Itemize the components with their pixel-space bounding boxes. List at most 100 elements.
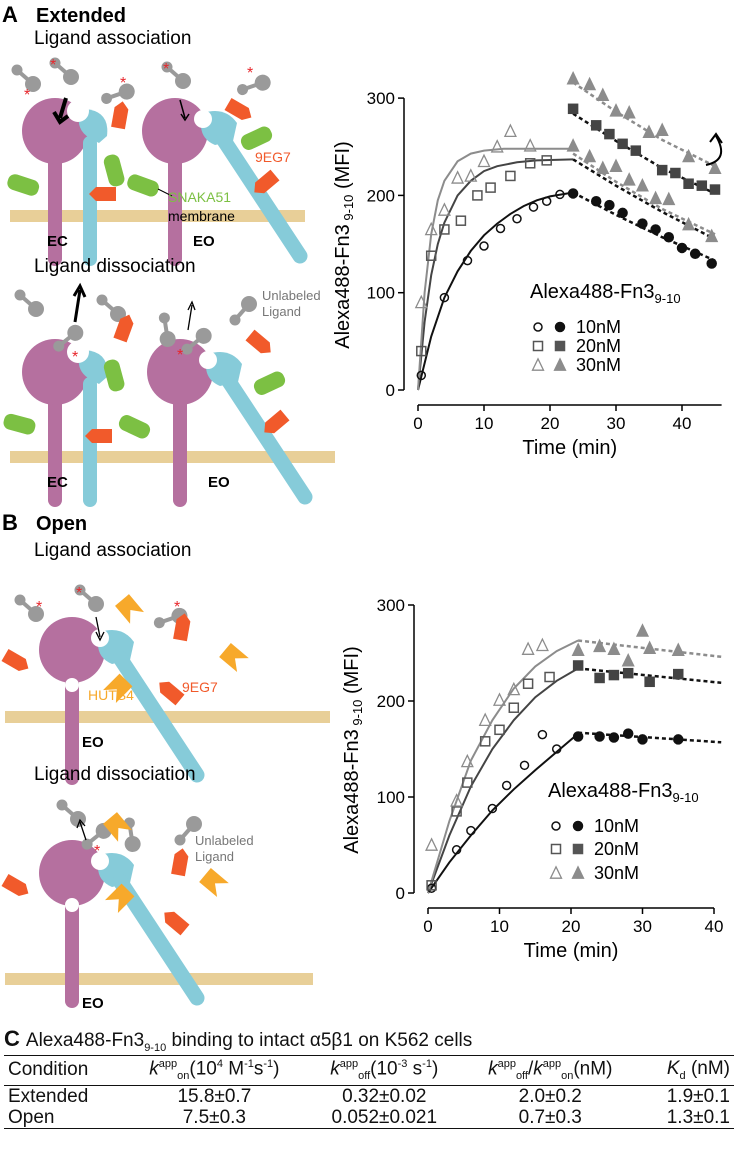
open-square-marker (522, 678, 534, 689)
filled-circle-marker (676, 242, 688, 254)
y-axis-title-main: Alexa488-Fn3 (341, 729, 363, 854)
y-tick-label: 0 (386, 381, 395, 400)
open-square-marker (462, 777, 473, 788)
filled-triangle-marker (609, 158, 623, 173)
open-square-marker (532, 340, 544, 352)
cell-koff: 0.052±0.021 (331, 1107, 438, 1129)
filled-circle-marker (650, 224, 661, 235)
label-unlabeled-1: Unlabeled (262, 288, 321, 303)
filled-triangle-marker (643, 640, 657, 655)
diagram-b-association: * * * HUTS4 9EG7 EO (1, 582, 330, 786)
legend-title: Alexa488-Fn39-10 (530, 281, 681, 306)
open-triangle-marker (507, 681, 521, 696)
label-eo: EO (193, 233, 215, 250)
open-square-marker (439, 224, 450, 235)
open-square-marker (472, 190, 483, 201)
x-tick-label: 10 (490, 917, 509, 936)
filled-square-marker (554, 340, 566, 352)
filled-square-marker (604, 128, 615, 140)
header-kd: Kd (nM) (638, 1055, 734, 1087)
open-triangle-marker (450, 793, 464, 807)
filled-circle-marker (590, 195, 602, 207)
open-square-marker (524, 158, 536, 169)
open-triangle-marker (464, 168, 478, 182)
x-tick-label: 40 (705, 917, 724, 936)
antibody-9eg7-icon (154, 677, 185, 706)
y-axis-title: Alexa488-Fn3 9-10 (MFI) (341, 646, 365, 853)
filled-square-marker (594, 672, 605, 684)
x-axis-title: Time (min) (524, 940, 619, 962)
antibody-huts4-icon (115, 594, 145, 624)
y-axis-title-unit: (MFI) (332, 141, 354, 194)
filled-triangle-marker (705, 228, 719, 243)
ligand-icon: * (47, 55, 81, 87)
ligand-icon: * (9, 62, 43, 104)
y-tick-label: 300 (377, 596, 405, 615)
open-triangle-marker (492, 692, 507, 706)
y-axis-title: Alexa488-Fn3 9-10 (MFI) (332, 141, 356, 348)
filled-triangle-marker (583, 76, 597, 91)
cell-kd: 1.9±0.1 (666, 1086, 730, 1108)
legend-label: 20nM (576, 336, 621, 356)
ligand-icon: * (233, 64, 276, 108)
open-circle-marker (555, 189, 565, 200)
open-triangle-marker (478, 712, 492, 727)
label-9eg7: 9EG7 (182, 679, 218, 695)
open-square-marker (505, 170, 516, 182)
open-square-marker (425, 250, 437, 261)
filled-circle-marker (604, 199, 615, 211)
open-square-marker (541, 155, 552, 166)
svg-text:*: * (174, 599, 180, 616)
x-tick-label: 20 (562, 917, 581, 936)
label-9eg7: 9EG7 (255, 149, 291, 165)
y-axis-title-sub: 9-10 (341, 195, 356, 225)
filled-square-marker (683, 178, 694, 189)
open-square-marker (479, 736, 491, 747)
filled-square-marker (617, 138, 628, 150)
label-eo: EO (82, 995, 104, 1012)
panel-c-title: C Alexa488-Fn39-10 binding to intact α5β1… (4, 1026, 472, 1054)
fit-line-2 (417, 147, 574, 391)
filled-triangle-marker (635, 623, 650, 637)
panel-a-letter: A (2, 2, 18, 27)
ligand-icon: * (78, 817, 115, 860)
open-circle-marker (487, 803, 498, 814)
table-header-row: Condition kappon(104 M-1s-1) kappoff(10-… (4, 1055, 734, 1087)
antibody-snaka51-icon (125, 172, 161, 199)
panel-b-letter: B (2, 510, 18, 535)
svg-text:*: * (163, 61, 169, 78)
legend-title-main: Alexa488-Fn3 (548, 780, 673, 802)
filled-circle-marker (622, 728, 634, 739)
filled-square-marker (572, 843, 584, 855)
filled-triangle-marker (596, 87, 610, 102)
fit-line-0 (417, 191, 574, 391)
filled-triangle-marker (571, 865, 585, 879)
open-square-marker (485, 182, 496, 193)
filled-triangle-marker (622, 172, 636, 186)
open-triangle-marker (414, 294, 428, 309)
series-20nm-association (416, 155, 552, 357)
filled-circle-marker (617, 207, 628, 219)
open-triangle-marker (523, 138, 537, 152)
svg-text:*: * (94, 843, 100, 860)
open-triangle-marker (451, 170, 465, 184)
y-tick-label: 300 (367, 89, 395, 108)
panel-b-dissoc-label: Ligand dissociation (34, 764, 196, 785)
open-triangle-marker (425, 837, 439, 851)
x-tick-label: 40 (673, 414, 692, 433)
panel-c-letter: C (4, 1026, 20, 1051)
filled-circle-marker (572, 731, 584, 742)
filled-square-marker (572, 660, 584, 671)
svg-text:*: * (247, 65, 253, 82)
x-tick-label: 20 (541, 414, 560, 433)
antibody-9eg7-icon (1, 648, 32, 675)
filled-circle-marker (572, 820, 584, 832)
open-circle-marker (416, 370, 427, 381)
chart-b-open-kinetics: 0 100 200 300 0 10 20 30 40 Time (min) Alexa488-Fn… (341, 596, 723, 962)
open-square-marker (544, 671, 555, 683)
legend-title: Alexa488-Fn39-10 (548, 780, 699, 805)
filled-circle-marker (594, 731, 605, 742)
open-triangle-marker (490, 139, 504, 153)
arrow-icon (52, 97, 70, 125)
